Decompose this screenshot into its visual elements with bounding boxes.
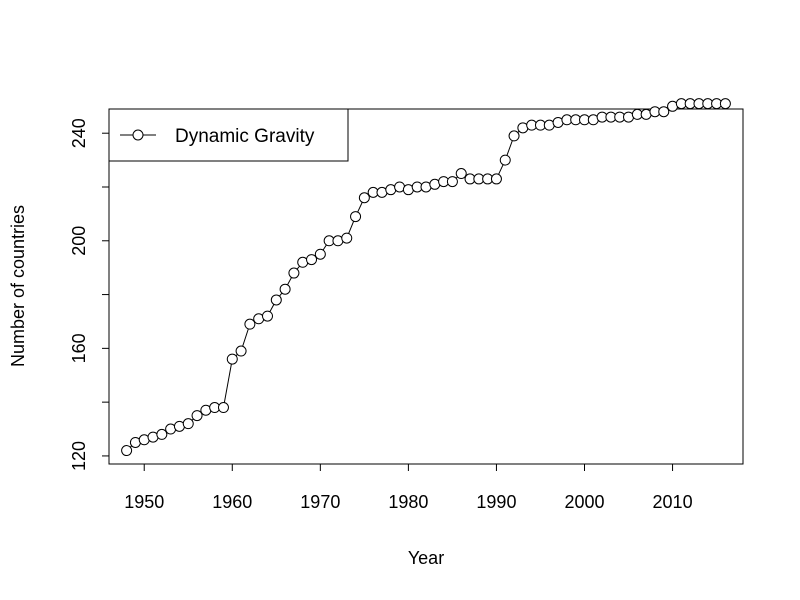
y-tick-label: 240 — [69, 118, 89, 148]
y-axis-label: Number of countries — [8, 205, 28, 367]
x-tick-label: 1970 — [300, 492, 340, 512]
x-tick-label: 2000 — [564, 492, 604, 512]
data-point — [508, 130, 520, 142]
data-point — [719, 98, 731, 110]
series-markers — [121, 98, 731, 457]
data-point — [226, 353, 238, 365]
data-point — [279, 283, 291, 295]
data-point — [306, 254, 318, 266]
data-point — [217, 402, 229, 414]
x-axis-label: Year — [408, 548, 444, 568]
data-point — [446, 176, 458, 188]
x-axis: 1950 1960 1970 1980 1990 2000 2010 — [124, 463, 693, 512]
data-point — [121, 445, 133, 457]
data-point — [182, 418, 194, 430]
data-point — [288, 267, 300, 279]
y-tick-label: 120 — [69, 441, 89, 471]
data-point — [658, 106, 670, 118]
data-point — [314, 248, 326, 260]
data-point — [156, 428, 168, 440]
data-point — [455, 168, 467, 180]
y-tick-label: 160 — [69, 333, 89, 363]
data-point — [341, 232, 353, 244]
data-point — [358, 192, 370, 204]
data-point — [244, 318, 256, 330]
y-axis: 120 160 200 240 — [69, 118, 110, 471]
x-tick-label: 1980 — [388, 492, 428, 512]
x-tick-label: 1950 — [124, 492, 164, 512]
data-point — [235, 345, 247, 357]
data-point — [499, 154, 511, 166]
legend-entry-label: Dynamic Gravity — [175, 126, 315, 147]
data-point — [490, 173, 502, 185]
data-point — [262, 310, 273, 322]
y-tick-label: 200 — [69, 226, 89, 256]
data-point — [350, 211, 362, 223]
data-point — [191, 410, 203, 422]
legend-marker-sample — [132, 129, 144, 141]
x-tick-label: 1990 — [476, 492, 516, 512]
x-tick-label: 2010 — [653, 492, 693, 512]
legend: Dynamic Gravity — [108, 108, 349, 162]
x-tick-label: 1960 — [212, 492, 252, 512]
data-point — [270, 294, 282, 306]
